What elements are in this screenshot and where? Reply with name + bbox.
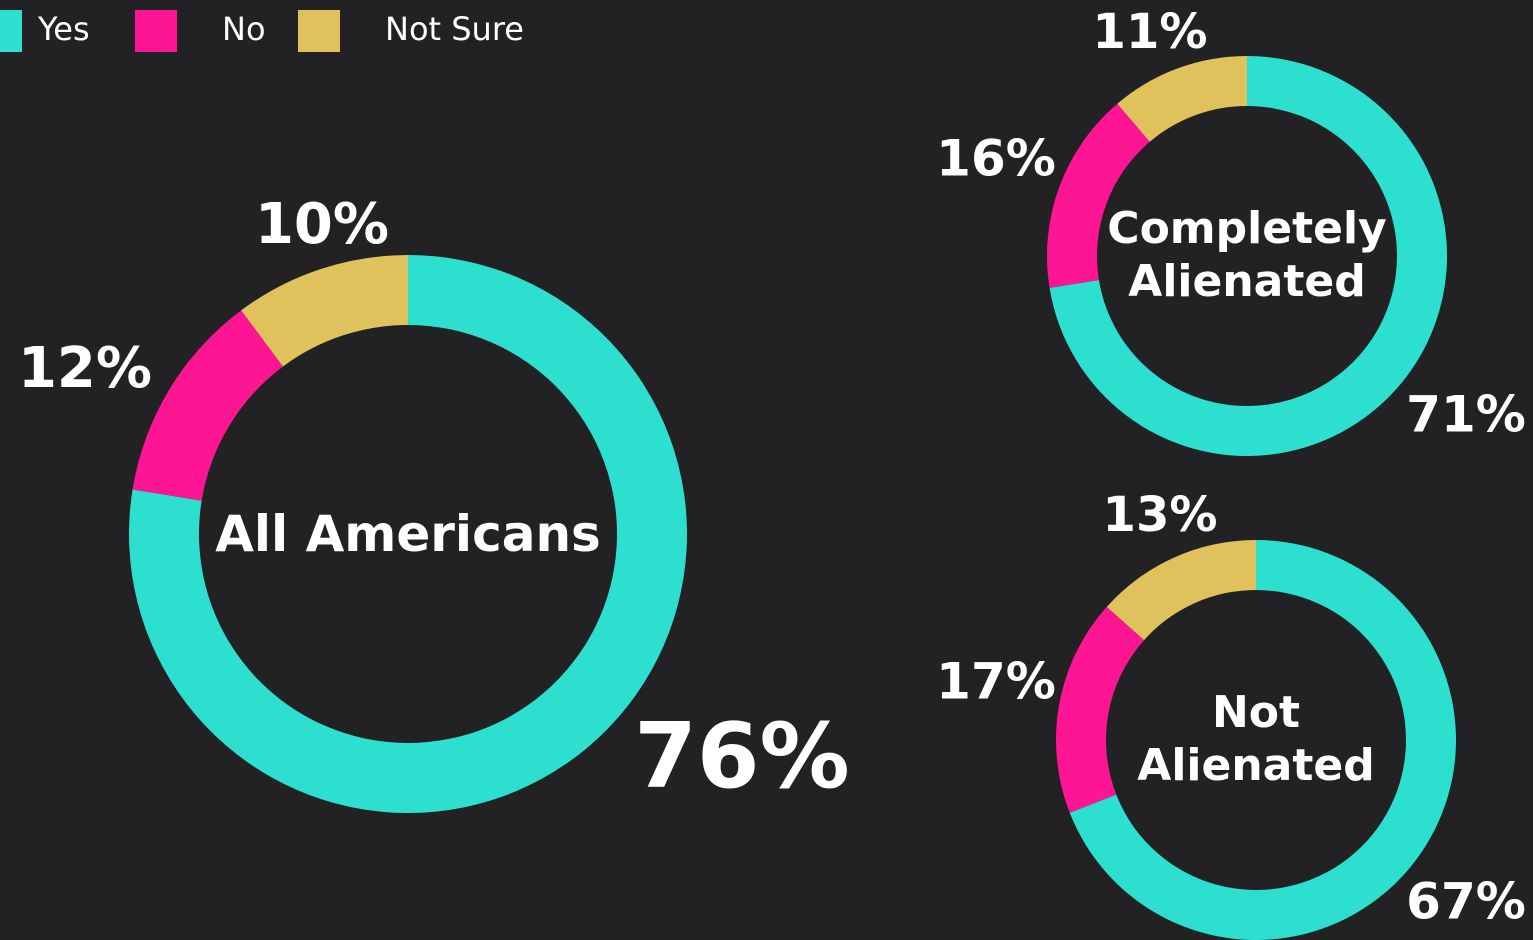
value-label: 10%	[255, 192, 389, 257]
donut-segment	[1106, 540, 1256, 641]
legend-label: Yes	[37, 10, 90, 48]
value-label: 12%	[18, 336, 152, 401]
donut-title: Not Alienated	[1137, 687, 1375, 791]
value-label: 11%	[1093, 4, 1208, 60]
value-label: 13%	[1103, 487, 1218, 543]
donut-segment	[1117, 55, 1247, 142]
value-label: 67%	[1406, 873, 1526, 931]
value-label: 16%	[936, 130, 1056, 188]
value-label: 71%	[1406, 386, 1526, 444]
legend-swatch	[298, 10, 340, 52]
donut-segment	[241, 255, 408, 367]
legend-swatch	[0, 10, 22, 52]
donut-title: All Americans	[215, 505, 601, 563]
donut-segment	[132, 310, 283, 501]
legend-label: No	[222, 10, 266, 48]
donut-segment	[1056, 606, 1145, 813]
donut-segment	[1047, 103, 1150, 288]
legend-swatch	[135, 10, 177, 52]
value-label: 17%	[936, 653, 1056, 711]
legend-label: Not Sure	[385, 10, 524, 48]
value-label: 76%	[634, 704, 849, 809]
donut-title: Completely Alienated	[1107, 203, 1387, 307]
